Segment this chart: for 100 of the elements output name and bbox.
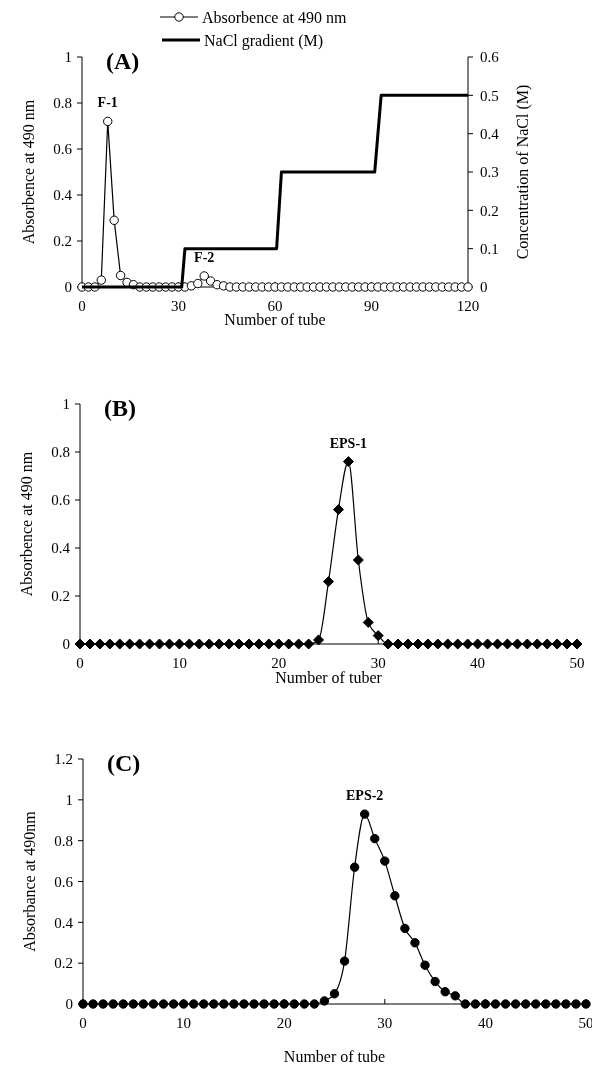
point [253, 638, 265, 650]
point [450, 991, 460, 1001]
x-tick-label: 90 [364, 298, 379, 314]
y-tick-label: 0.6 [54, 873, 74, 890]
point [472, 638, 484, 650]
x-tick-label: 30 [370, 655, 386, 671]
y-tick-label: 0 [64, 279, 72, 296]
x-tick-label: 10 [171, 655, 187, 671]
chart-title: (B) [104, 395, 136, 421]
point [561, 999, 571, 1009]
y-tick-label: 0.8 [54, 832, 73, 849]
point [442, 638, 454, 650]
point [138, 999, 149, 1009]
x-tick-label: 20 [271, 655, 287, 671]
point [154, 638, 166, 650]
point [188, 999, 199, 1009]
x-tick-label: 0 [76, 655, 84, 671]
point [352, 554, 364, 566]
annotation: EPS-1 [329, 435, 368, 451]
chart-title: (A) [106, 48, 140, 74]
point [223, 638, 235, 650]
point [323, 576, 334, 588]
point [293, 638, 305, 650]
y-tick-label: 1.2 [54, 751, 73, 768]
x-tick-label: 0 [79, 1015, 87, 1031]
x-tick-label: 20 [276, 1015, 292, 1031]
point [303, 638, 315, 650]
point [359, 809, 370, 819]
point [279, 999, 289, 1009]
x-tick-label: 60 [267, 298, 283, 314]
y-tick-label: 0.2 [53, 233, 72, 250]
point [410, 938, 420, 948]
point [319, 996, 330, 1006]
point [390, 891, 400, 901]
point [372, 630, 384, 642]
y2-tick-label: 0.4 [480, 125, 500, 142]
point [400, 923, 410, 934]
point [491, 638, 503, 650]
point [339, 956, 350, 966]
point [470, 999, 481, 1009]
y2-axis-title: Concentration of NaCl (M) [514, 84, 532, 260]
y2-tick-label: 0 [480, 279, 488, 296]
point [233, 638, 245, 650]
y-tick-label: 0 [65, 996, 73, 1013]
point [551, 638, 563, 650]
x-tick-label: 40 [470, 655, 486, 671]
y2-tick-label: 0.3 [480, 164, 499, 181]
point [178, 999, 189, 1009]
point [114, 638, 126, 650]
point [520, 999, 531, 1009]
point [452, 638, 464, 650]
point [309, 999, 320, 1009]
point [332, 504, 344, 516]
point [108, 999, 118, 1009]
y2-tick-label: 0.5 [480, 87, 499, 104]
point [349, 862, 360, 872]
point [551, 999, 561, 1009]
point [313, 634, 325, 646]
point [163, 638, 175, 650]
point [501, 638, 513, 650]
point [289, 999, 299, 1009]
y-tick-label: 1 [62, 396, 70, 413]
point [541, 638, 553, 650]
x-tick-label: 40 [477, 1015, 493, 1031]
point [98, 999, 108, 1009]
y-tick-label: 0.4 [51, 540, 71, 557]
point [420, 960, 430, 970]
x-tick-label: 10 [176, 1015, 192, 1031]
point [422, 638, 434, 650]
x-axis-title: Number of tuber [275, 669, 383, 686]
point [118, 999, 128, 1009]
y2-tick-label: 0.2 [480, 202, 499, 219]
point [531, 999, 541, 1009]
point [460, 999, 470, 1009]
point [299, 999, 310, 1009]
point [134, 638, 146, 650]
y-axis-title: Absorbance at 490nm [21, 810, 38, 952]
point [239, 999, 249, 1009]
point [104, 638, 116, 650]
point [283, 638, 295, 650]
point [209, 999, 219, 1009]
y-axis-title: Absorbence at 490 nm [20, 99, 37, 245]
point [199, 999, 209, 1009]
annotation: F-1 [97, 95, 118, 111]
point [370, 833, 380, 844]
point [193, 638, 205, 650]
point [173, 638, 185, 650]
point [168, 999, 179, 1009]
point [430, 976, 440, 987]
x-axis-title: Number of tube [283, 1048, 386, 1065]
y-tick-label: 0.6 [53, 141, 73, 158]
point [269, 999, 279, 1009]
point [531, 638, 543, 650]
point [128, 999, 138, 1009]
y2-tick-label: 0.1 [480, 240, 499, 257]
y-axis-title: Absorbence at 490 nm [18, 451, 35, 597]
point [482, 638, 494, 650]
x-tick-label: 30 [171, 298, 186, 314]
y-tick-label: 0.4 [53, 187, 73, 204]
point [183, 638, 195, 650]
